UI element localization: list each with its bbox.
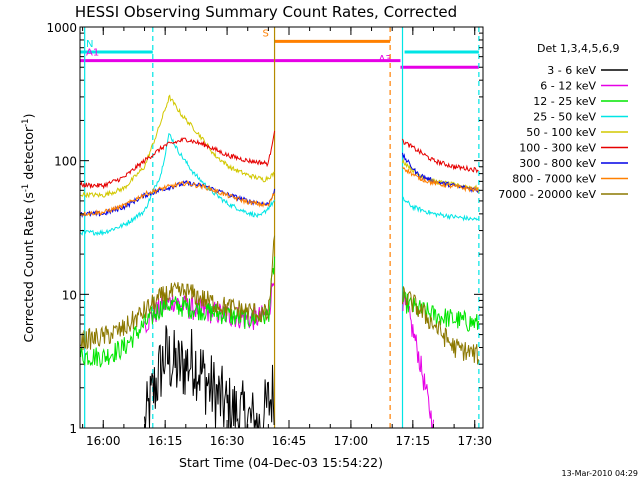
state-boundaries: [84, 27, 480, 428]
x-axis-label: Start Time (04-Dec-03 15:54:22): [179, 455, 383, 470]
y-axis-label-sup2: -1: [21, 118, 31, 126]
x-tick-label-0: 16:00: [86, 434, 121, 448]
y-axis-label-main: Corrected Count Rate (s: [21, 192, 36, 342]
plot-frame: [79, 26, 484, 429]
flag-label-a3: A3: [378, 54, 391, 65]
legend-title: Det 1,3,4,5,6,9: [537, 42, 620, 55]
y-axis-label-end: ): [21, 114, 36, 119]
y-tick-label-2: 100: [54, 155, 77, 169]
series-3-6-kev: [144, 325, 275, 429]
legend-label-0: 3 - 6 keV: [547, 64, 596, 77]
legend-label-5: 100 - 300 keV: [519, 142, 596, 155]
legend-label-7: 800 - 7000 keV: [512, 173, 596, 186]
x-tick-label-4: 17:00: [334, 434, 369, 448]
flag-label-n: N: [86, 39, 93, 50]
x-tick-label-5: 17:15: [396, 434, 431, 448]
x-tick-label-2: 16:30: [210, 434, 245, 448]
y-axis-label: Corrected Count Rate (s-1 detector-1): [21, 114, 36, 343]
legend-label-8: 7000 - 20000 keV: [498, 188, 596, 201]
legend-label-1: 6 - 12 keV: [540, 80, 596, 93]
flag-label-a1: A1: [86, 48, 99, 59]
x-axis: 16:00 16:15 16:30 16:45 17:00 17:15 17:30: [82, 27, 492, 448]
timestamp: 13-Mar-2010 04:29: [562, 469, 639, 478]
series-25-50-kev: [80, 133, 479, 237]
flag-label-s: S: [263, 28, 269, 39]
chart-title: HESSI Observing Summary Count Rates, Cor…: [75, 3, 457, 21]
series-lines: [80, 94, 479, 429]
x-tick-label-3: 16:45: [272, 434, 307, 448]
y-tick-label-3: 1000: [46, 21, 77, 35]
y-axis-label-sup1: -1: [21, 184, 31, 192]
attenuator-flags: N S A1 A3: [80, 28, 479, 69]
series-100-300-kev: [80, 130, 479, 190]
legend-label-3: 25 - 50 keV: [533, 111, 596, 124]
legend-label-4: 50 - 100 keV: [526, 126, 596, 139]
legend: 3 - 6 keV 6 - 12 keV 12 - 25 keV 25 - 50 ke…: [498, 64, 628, 201]
y-tick-label-0: 1: [69, 422, 77, 436]
series-300-800-kev: [80, 152, 479, 218]
legend-label-6: 300 - 800 keV: [519, 157, 596, 170]
series-50-100-kev: [80, 94, 479, 199]
y-axis: 1 10 100 1000: [46, 21, 483, 436]
x-tick-label-6: 17:30: [457, 434, 492, 448]
series-800-7000-kev: [80, 166, 479, 217]
legend-label-2: 12 - 25 keV: [533, 95, 596, 108]
series-7000-20000-kev: [80, 235, 479, 365]
x-tick-label-1: 16:15: [148, 434, 183, 448]
y-tick-label-1: 10: [62, 288, 77, 302]
y-axis-label-mid: detector: [21, 126, 36, 184]
